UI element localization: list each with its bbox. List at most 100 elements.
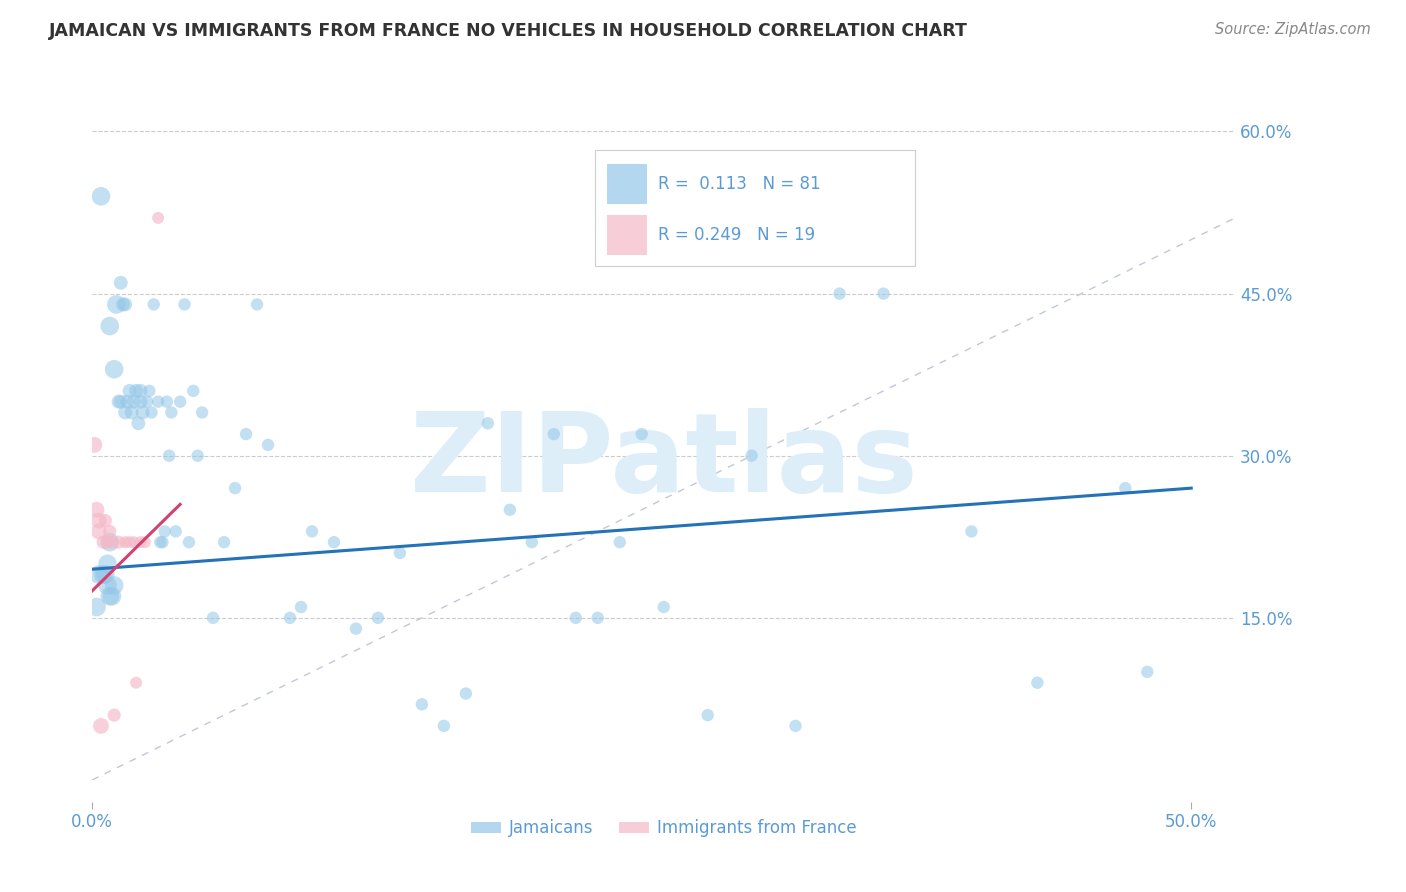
- Point: [181, 384, 204, 398]
- Point: [136, 394, 159, 409]
- Point: [1026, 675, 1049, 690]
- Point: [103, 578, 125, 592]
- Legend: Jamaicans, Immigrants from France: Jamaicans, Immigrants from France: [464, 813, 863, 844]
- Point: [97, 535, 120, 549]
- Text: R =  0.113   N = 81: R = 0.113 N = 81: [658, 175, 821, 193]
- Point: [609, 535, 631, 549]
- Point: [118, 535, 141, 549]
- Point: [91, 567, 114, 582]
- Point: [165, 524, 187, 539]
- Point: [257, 438, 280, 452]
- Point: [125, 675, 148, 690]
- Point: [153, 524, 176, 539]
- Text: ZIPatlas: ZIPatlas: [409, 408, 918, 515]
- Text: Source: ZipAtlas.com: Source: ZipAtlas.com: [1215, 22, 1371, 37]
- Point: [138, 384, 160, 398]
- Point: [94, 514, 117, 528]
- Point: [86, 502, 108, 516]
- Point: [117, 394, 139, 409]
- Point: [411, 698, 433, 712]
- Point: [1136, 665, 1159, 679]
- Point: [177, 535, 200, 549]
- Point: [122, 394, 145, 409]
- Point: [191, 405, 214, 419]
- Point: [828, 286, 851, 301]
- Point: [97, 578, 120, 592]
- Point: [872, 286, 894, 301]
- Point: [224, 481, 246, 495]
- Point: [114, 405, 136, 419]
- Point: [1114, 481, 1136, 495]
- Point: [107, 535, 129, 549]
- Point: [107, 394, 129, 409]
- Point: [169, 394, 191, 409]
- FancyBboxPatch shape: [606, 164, 647, 204]
- Point: [97, 557, 120, 571]
- Point: [785, 719, 807, 733]
- Point: [301, 524, 323, 539]
- Point: [105, 297, 128, 311]
- Point: [87, 567, 110, 582]
- Point: [114, 535, 136, 549]
- Point: [543, 427, 565, 442]
- Point: [118, 384, 141, 398]
- Point: [565, 611, 588, 625]
- Point: [101, 535, 124, 549]
- Point: [290, 600, 312, 615]
- Point: [141, 405, 163, 419]
- Point: [278, 611, 301, 625]
- Point: [129, 535, 152, 549]
- Point: [388, 546, 411, 560]
- Point: [433, 719, 456, 733]
- Point: [111, 297, 134, 311]
- Point: [87, 524, 110, 539]
- Point: [152, 535, 174, 549]
- Point: [477, 417, 499, 431]
- Point: [630, 427, 652, 442]
- Point: [86, 600, 108, 615]
- Point: [344, 622, 367, 636]
- Point: [652, 600, 675, 615]
- Point: [134, 535, 156, 549]
- Point: [156, 394, 179, 409]
- Point: [101, 589, 124, 603]
- Point: [367, 611, 389, 625]
- Point: [127, 417, 149, 431]
- Point: [160, 405, 183, 419]
- Point: [696, 708, 718, 723]
- Point: [83, 438, 105, 452]
- Point: [146, 394, 169, 409]
- Point: [98, 318, 121, 333]
- Point: [122, 535, 145, 549]
- Point: [173, 297, 195, 311]
- Point: [142, 297, 165, 311]
- Point: [90, 189, 112, 203]
- Point: [212, 535, 235, 549]
- Text: JAMAICAN VS IMMIGRANTS FROM FRANCE NO VEHICLES IN HOUSEHOLD CORRELATION CHART: JAMAICAN VS IMMIGRANTS FROM FRANCE NO VE…: [49, 22, 969, 40]
- Point: [246, 297, 269, 311]
- Point: [103, 362, 125, 376]
- Point: [110, 394, 132, 409]
- Point: [91, 535, 114, 549]
- Point: [98, 524, 121, 539]
- Point: [132, 405, 155, 419]
- Point: [157, 449, 180, 463]
- Point: [129, 384, 152, 398]
- Point: [323, 535, 346, 549]
- Point: [94, 567, 117, 582]
- FancyBboxPatch shape: [606, 215, 647, 255]
- FancyBboxPatch shape: [595, 150, 915, 266]
- Point: [90, 719, 112, 733]
- Point: [586, 611, 609, 625]
- Point: [235, 427, 257, 442]
- Point: [110, 276, 132, 290]
- Point: [87, 514, 110, 528]
- Point: [149, 535, 172, 549]
- Point: [103, 708, 125, 723]
- Point: [114, 297, 136, 311]
- Point: [98, 535, 121, 549]
- Point: [129, 394, 152, 409]
- Point: [741, 449, 763, 463]
- Point: [98, 589, 121, 603]
- Point: [499, 502, 522, 516]
